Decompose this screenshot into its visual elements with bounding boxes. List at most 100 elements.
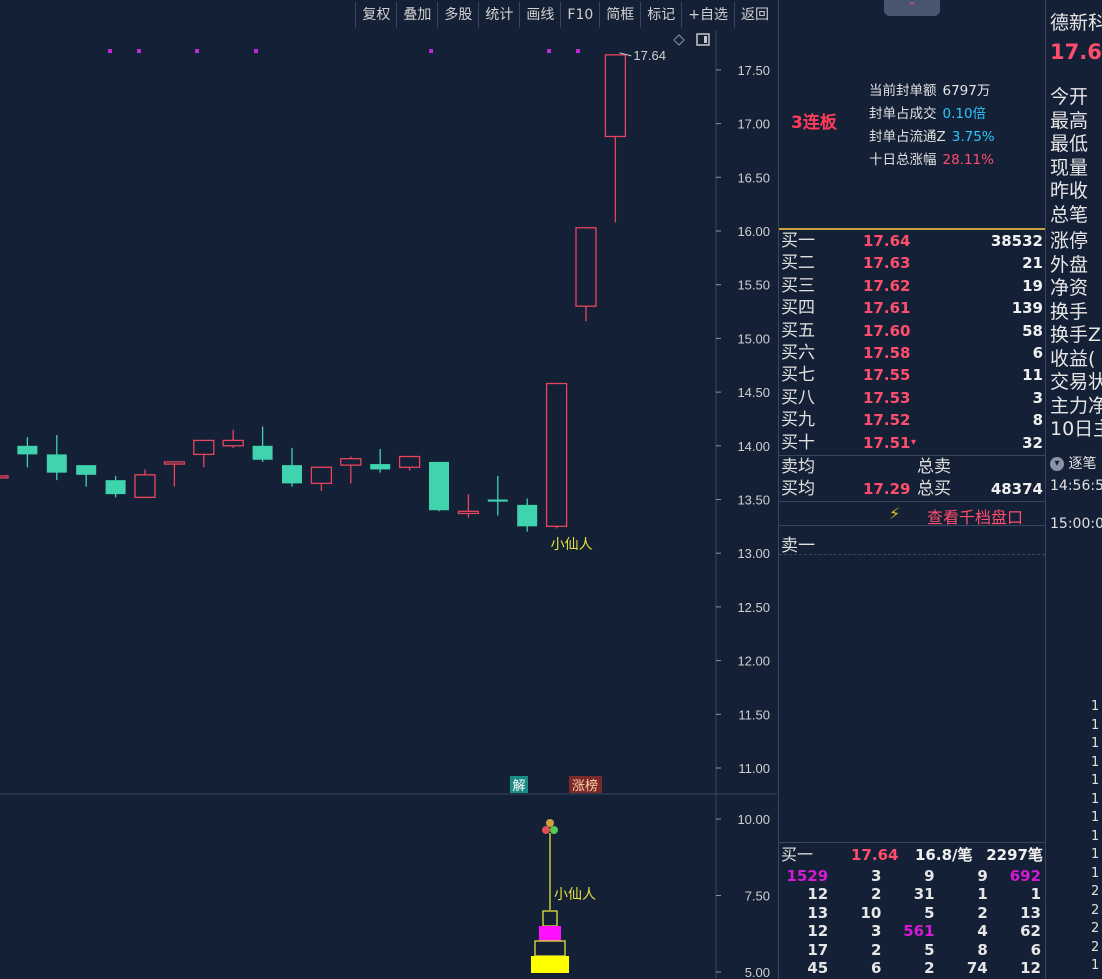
- toolbar-buttons: 复权 叠加 多股 统计 画线 F10 简框 标记 +自选 返回: [355, 2, 775, 28]
- toolbar-button-5[interactable]: F10: [560, 2, 599, 28]
- chart-toolbar: 复权 叠加 多股 统计 画线 F10 简框 标记 +自选 返回: [0, 0, 777, 30]
- queue-count: 2297笔: [986, 846, 1043, 864]
- queue-cell: 62: [1020, 922, 1041, 941]
- queue-cell: 692: [1009, 867, 1041, 885]
- collapse-tab[interactable]: ⌃: [884, 0, 940, 16]
- queue-cell: 2: [870, 940, 882, 959]
- tick-digit: 1: [1091, 865, 1100, 881]
- bid-price: 17.53: [863, 388, 911, 407]
- signal-dot: [576, 49, 580, 53]
- bid-label: 买五: [781, 320, 815, 341]
- signal-dot: [254, 49, 258, 53]
- price-tick-label: 13.00: [737, 546, 770, 561]
- seal-key: 当前封单额: [869, 83, 937, 99]
- limit-up-streak-tag: 3连板: [791, 113, 837, 133]
- bid-price: 17.51: [863, 433, 911, 452]
- signal-dot: [547, 49, 551, 53]
- bid-row[interactable]: 买九 17.52 8: [779, 409, 1045, 431]
- tick-digit: 2: [1091, 902, 1100, 918]
- panel-toggle-icon-bar: [704, 36, 707, 43]
- bid-label: 买十: [781, 432, 815, 453]
- tick-header[interactable]: ▾ 逐笔: [1050, 453, 1096, 473]
- queue-cell: 74: [966, 959, 988, 978]
- tick-digit: 1: [1091, 958, 1100, 973]
- tick-digit: 1: [1091, 773, 1100, 788]
- bid-book: 买一 17.64 38532 买二 17.63 21 买三 17.62 19 买四 17.61 139…: [779, 228, 1045, 454]
- view-thousand-level[interactable]: ⚡ 查看千档盘口: [779, 501, 1045, 527]
- queue-cell: 2: [977, 903, 988, 922]
- stock-price: 17.64: [1050, 40, 1102, 64]
- queue-cell: 2: [870, 885, 882, 904]
- seal-key: 封单占流通Z: [869, 129, 946, 145]
- bid-row[interactable]: 买八 17.53 3: [779, 387, 1045, 409]
- queue-cell: 6: [1030, 940, 1041, 959]
- queue-cell: 4: [977, 922, 988, 941]
- quote-label: 外盘: [1050, 253, 1089, 276]
- toolbar-button-3[interactable]: 统计: [478, 2, 519, 28]
- candle-body: [310, 466, 333, 485]
- quote-label: 换手: [1050, 300, 1089, 323]
- bid-row[interactable]: 买五 17.60 58: [779, 320, 1045, 342]
- candle-body: [0, 475, 9, 479]
- buy-avg-label: 买均: [781, 479, 815, 499]
- pattern-label-2: 小仙人: [554, 887, 596, 903]
- volume-tick-label: 10.00: [737, 812, 770, 827]
- kline-chart[interactable]: 17.50 17.00 16.50 16.00 15.50 15.00 14.50 14.00…: [0, 30, 777, 979]
- toolbar-button-8[interactable]: +自选: [681, 2, 734, 28]
- toolbar-button-9[interactable]: 返回: [734, 2, 775, 28]
- bid-price: 17.63: [863, 254, 911, 273]
- tick-digit: 1: [1091, 736, 1100, 751]
- queue-cell: 2: [924, 959, 935, 978]
- tick-digit: 2: [1091, 921, 1100, 936]
- bid-label: 买八: [781, 387, 815, 408]
- candle-body: [429, 461, 449, 511]
- bid-row[interactable]: 买六 17.58 6: [779, 342, 1045, 364]
- queue-label: 买一: [781, 845, 814, 864]
- bid-row[interactable]: 买一 17.64 38532: [779, 230, 1045, 252]
- toolbar-button-2[interactable]: 多股: [437, 2, 478, 28]
- bid-vol: 11: [1022, 366, 1043, 385]
- tick-digit: 1: [1091, 847, 1100, 862]
- bid-price: 17.61: [863, 299, 911, 318]
- view-thousand-link[interactable]: 查看千档盘口: [927, 508, 1024, 527]
- price-tick-label: 11.50: [738, 707, 770, 722]
- kline-svg[interactable]: 17.50 17.00 16.50 16.00 15.50 15.00 14.50 14.00…: [0, 30, 777, 979]
- tag-zhangbang-bg: [569, 776, 602, 793]
- chevron-up-icon: ⌃: [907, 0, 917, 13]
- buy-avg-price: 17.29: [863, 480, 911, 498]
- bid-row[interactable]: 买十 17.51 ▾ 32: [779, 432, 1045, 454]
- bid-row[interactable]: 买三 17.62 19: [779, 275, 1045, 297]
- toolbar-button-1[interactable]: 叠加: [396, 2, 437, 28]
- candle-body: [517, 504, 538, 527]
- tick-digit: 1: [1091, 699, 1100, 714]
- volume-tick-label: 5.00: [745, 965, 770, 979]
- candle-body: [545, 382, 568, 527]
- tick-digits: 1 1 1 1 1 1 1 1 1 1 2 2 2 2 1: [1091, 698, 1099, 976]
- candle-body: [163, 461, 186, 465]
- candle-body: [575, 227, 597, 307]
- toolbar-button-4[interactable]: 画线: [519, 2, 560, 28]
- limit-marker-icon: ▾: [911, 436, 917, 448]
- toolbar-button-6[interactable]: 简框: [599, 2, 640, 28]
- seal-row: 当前封单额 6797万: [869, 80, 995, 103]
- candle-body: [340, 458, 362, 466]
- price-tick-label: 17.00: [737, 117, 770, 132]
- bid-vol: 139: [1011, 299, 1043, 318]
- max-price-pointer: [619, 52, 632, 57]
- tick-digit: 1: [1091, 717, 1100, 733]
- indicator-block: [531, 956, 569, 973]
- bid-row[interactable]: 买七 17.55 11: [779, 364, 1045, 386]
- quote-label: 换手Z: [1050, 324, 1102, 346]
- toolbar-button-0[interactable]: 复权: [355, 2, 396, 28]
- queue-cell: 45: [807, 959, 829, 978]
- bid-row[interactable]: 买四 17.61 139: [779, 297, 1045, 319]
- seal-value: 28.11%: [942, 152, 994, 168]
- quote-label: 净资: [1050, 277, 1089, 299]
- toolbar-button-7[interactable]: 标记: [640, 2, 681, 28]
- tick-time-1: 14:56:5: [1050, 478, 1102, 494]
- bid-vol: 21: [1022, 254, 1043, 273]
- price-tick-label: 12.50: [737, 600, 770, 615]
- bid-price: 17.62: [863, 276, 911, 295]
- bid-row[interactable]: 买二 17.63 21: [779, 252, 1045, 274]
